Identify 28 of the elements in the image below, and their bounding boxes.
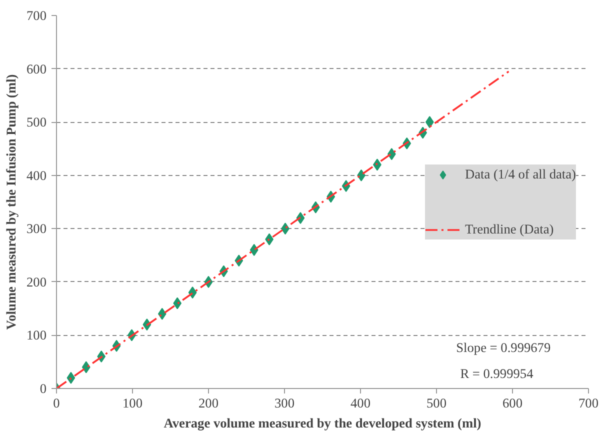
x-axis-title: Average volume measured by the developed system (ml) xyxy=(164,416,482,430)
x-tick-label: 600 xyxy=(502,396,523,410)
y-tick-label: 500 xyxy=(26,114,47,130)
y-tick-label: 200 xyxy=(26,274,47,290)
point xyxy=(387,148,396,160)
point xyxy=(173,297,182,310)
x-tick-label: 400 xyxy=(350,396,371,410)
x-tick-label: 500 xyxy=(426,396,447,410)
point xyxy=(425,116,434,128)
y-tick-label: 300 xyxy=(26,221,47,236)
point xyxy=(66,372,76,384)
x-tick-label: 700 xyxy=(578,396,599,410)
point xyxy=(82,361,90,374)
y-tick-label: 400 xyxy=(26,168,47,183)
annotation: R = 0.999954 xyxy=(460,366,534,382)
legend-label: Trendline (Data) xyxy=(464,221,554,237)
annotation: Slope = 0.999679 xyxy=(456,340,551,355)
y-tick-label: 700 xyxy=(26,8,47,23)
y-axis-title: Volume measured by the Infusion Pump (ml) xyxy=(4,74,19,330)
x-tick-label: 100 xyxy=(122,396,143,410)
point xyxy=(158,308,166,320)
x-tick-label: 300 xyxy=(274,396,295,410)
y-tick-label: 600 xyxy=(26,61,47,76)
legend-label: Data (1/4 of all data) xyxy=(464,166,576,182)
x-tick-label: 0 xyxy=(53,396,60,410)
x-tick-label: 200 xyxy=(198,396,219,410)
y-tick-label: 0 xyxy=(40,381,47,396)
y-tick-label: 100 xyxy=(26,328,47,343)
